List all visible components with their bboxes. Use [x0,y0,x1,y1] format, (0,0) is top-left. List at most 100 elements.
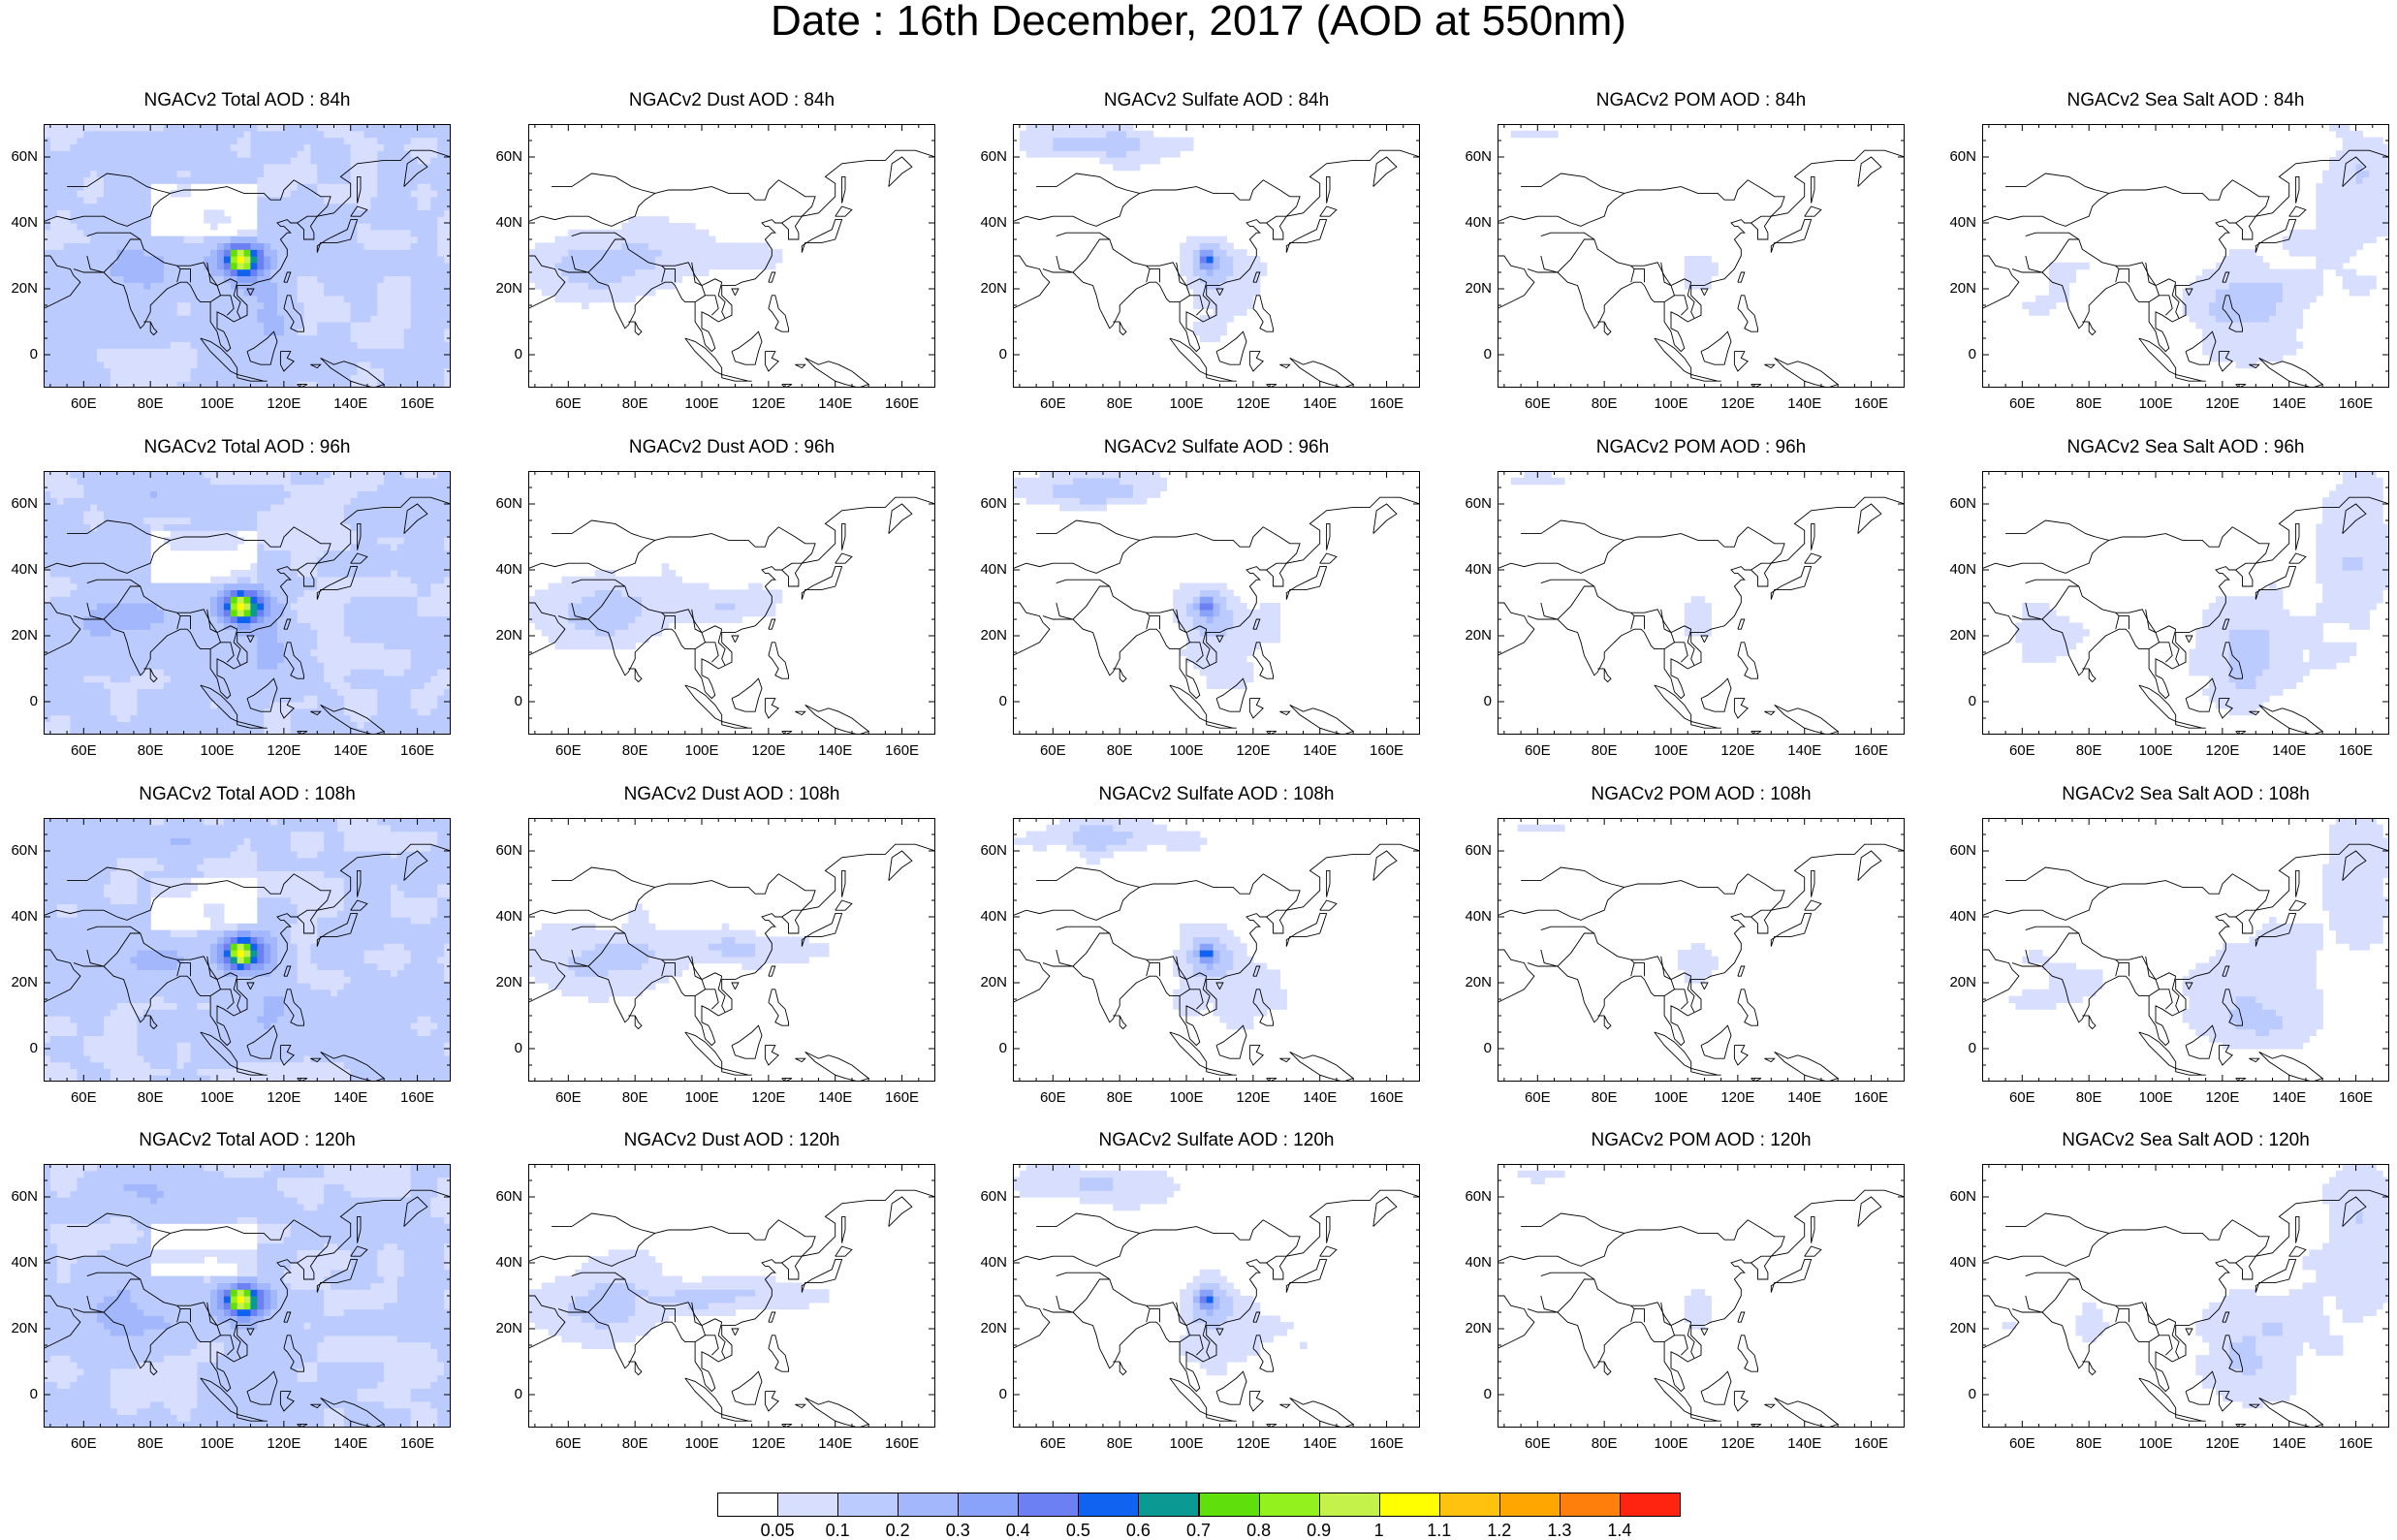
map-panel-total-3 [44,1164,451,1428]
map-panel-total-2 [44,818,451,1082]
x-tick-label: 60E [1993,743,2051,759]
map-panel-pom-2 [1498,818,1905,1082]
x-tick-label: 140E [322,1436,380,1452]
x-tick-label: 160E [1358,743,1416,759]
y-tick-label: 60N [968,149,1007,165]
y-tick-label: 40N [0,909,38,925]
x-tick-label: 100E [673,743,731,759]
y-tick-label: 40N [484,562,522,578]
y-tick-label: 0 [0,347,38,362]
x-tick-label: 60E [1508,396,1566,412]
map-panel-seasalt-0 [1982,124,2389,388]
panel-title-total-0: NGACv2 Total AOD : 84h [24,90,470,111]
x-tick-label: 60E [54,743,112,759]
aod-field [1511,131,1719,290]
colorbar-segment [1499,1493,1561,1517]
x-tick-label: 80E [1090,396,1149,412]
x-tick-label: 120E [255,396,313,412]
x-tick-label: 80E [1575,1090,1633,1106]
x-tick-label: 80E [606,743,664,759]
colorbar-segment [1018,1493,1079,1517]
y-tick-label: 20N [1453,628,1492,644]
x-tick-label: 140E [1776,743,1834,759]
colorbar-segment [898,1493,959,1517]
x-tick-label: 120E [1224,1090,1282,1106]
x-tick-label: 160E [873,1090,931,1106]
colorbar-segment [777,1493,838,1517]
x-tick-label: 160E [1358,1090,1416,1106]
panel-title-dust-3: NGACv2 Dust AOD : 120h [509,1130,955,1151]
x-tick-label: 100E [1642,743,1700,759]
map-panel-sulfate-2 [1013,818,1420,1082]
y-tick-label: 60N [0,1189,38,1205]
y-tick-label: 0 [484,1387,522,1402]
x-tick-label: 60E [1024,743,1082,759]
colorbar-label: 0.4 [989,1522,1047,1539]
x-tick-label: 100E [1157,743,1215,759]
x-tick-label: 60E [54,396,112,412]
x-tick-label: 140E [322,1090,380,1106]
y-tick-label: 20N [1453,281,1492,297]
y-tick-label: 20N [968,975,1007,990]
x-tick-label: 80E [1090,1436,1149,1452]
aod-field [2009,818,2390,1050]
colorbar-label: 1.4 [1591,1522,1649,1539]
y-tick-label: 0 [968,347,1007,362]
x-tick-label: 80E [1575,743,1633,759]
y-tick-label: 60N [0,843,38,859]
y-tick-label: 0 [1453,1387,1492,1402]
panel-title-sulfate-0: NGACv2 Sulfate AOD : 84h [993,90,1439,111]
aod-field [44,471,451,735]
y-tick-label: 60N [1453,1189,1492,1205]
y-tick-label: 20N [968,281,1007,297]
aod-field [44,818,451,1082]
x-tick-label: 120E [2193,396,2252,412]
map-panel-sulfate-3 [1013,1164,1420,1428]
y-tick-label: 60N [968,1189,1007,1205]
y-tick-label: 40N [1453,909,1492,925]
y-tick-label: 60N [1453,843,1492,859]
x-tick-label: 60E [54,1090,112,1106]
y-tick-label: 20N [1453,1321,1492,1336]
y-tick-label: 40N [1938,1255,1976,1271]
colorbar-segment [837,1493,899,1517]
aod-field [44,1164,451,1428]
colorbar-label: 0.6 [1109,1522,1167,1539]
panel-title-sulfate-3: NGACv2 Sulfate AOD : 120h [993,1130,1439,1151]
y-tick-label: 40N [484,1255,522,1271]
x-tick-label: 160E [1843,396,1901,412]
panel-title-pom-1: NGACv2 POM AOD : 96h [1478,437,1924,458]
x-tick-label: 100E [1642,1090,1700,1106]
x-tick-label: 140E [1776,1090,1834,1106]
x-tick-label: 80E [121,1436,179,1452]
x-tick-label: 60E [539,1090,597,1106]
panel-title-dust-0: NGACv2 Dust AOD : 84h [509,90,955,111]
y-tick-label: 60N [1938,843,1976,859]
y-tick-label: 60N [0,149,38,165]
colorbar-label: 1 [1350,1522,1408,1539]
y-tick-label: 0 [484,694,522,709]
x-tick-label: 120E [1709,743,1767,759]
x-tick-label: 160E [389,743,447,759]
y-tick-label: 60N [1453,149,1492,165]
x-tick-label: 120E [1709,1436,1767,1452]
y-tick-label: 0 [0,694,38,709]
x-tick-label: 160E [1843,1090,1901,1106]
x-tick-label: 80E [121,1090,179,1106]
aod-field [44,124,451,388]
aod-field [1511,471,1712,637]
x-tick-label: 100E [188,1090,246,1106]
panel-title-sulfate-1: NGACv2 Sulfate AOD : 96h [993,437,1439,458]
y-tick-label: 60N [484,149,522,165]
y-tick-label: 0 [1453,694,1492,709]
x-tick-label: 140E [1776,396,1834,412]
y-tick-label: 20N [484,281,522,297]
y-tick-label: 40N [484,909,522,925]
colorbar-label: 1.2 [1470,1522,1529,1539]
x-tick-label: 100E [1642,1436,1700,1452]
colorbar-segment [1199,1493,1260,1517]
x-tick-label: 120E [255,1090,313,1106]
map-panel-seasalt-3 [1982,1164,2389,1428]
colorbar-label: 0.05 [748,1522,806,1539]
panel-title-total-3: NGACv2 Total AOD : 120h [24,1130,470,1151]
